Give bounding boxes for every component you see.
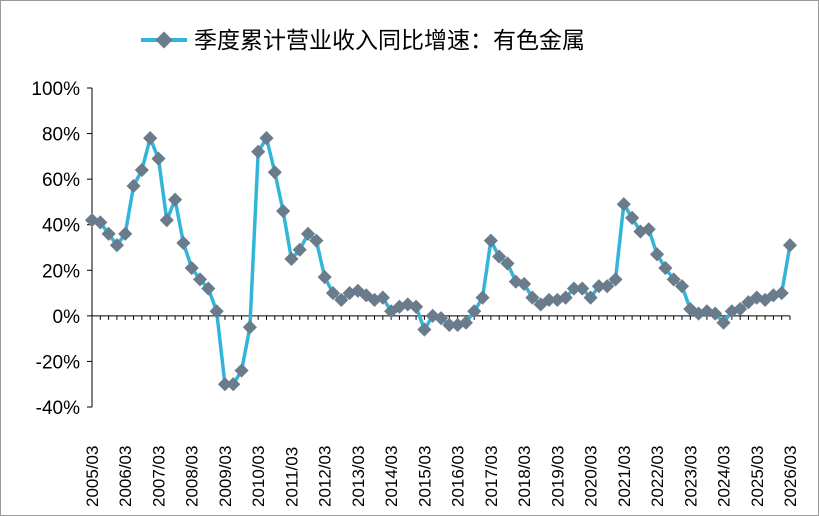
data-point <box>608 272 623 287</box>
x-tick-label: 2012/03 <box>316 446 335 507</box>
data-point <box>666 272 681 287</box>
data-point <box>782 238 798 253</box>
x-tick-label: 2023/03 <box>681 446 700 507</box>
data-point <box>226 377 241 392</box>
data-point <box>168 192 183 207</box>
data-point <box>309 233 324 248</box>
data-point <box>242 320 257 335</box>
x-tick-label: 2014/03 <box>382 446 401 507</box>
data-point <box>151 151 166 166</box>
data-point <box>300 226 316 241</box>
y-tick-label: -40% <box>36 398 80 419</box>
data-point <box>251 144 266 159</box>
x-tick-label: 2024/03 <box>715 446 734 507</box>
data-point <box>525 290 540 305</box>
data-point <box>483 233 498 248</box>
x-tick-label: 2006/03 <box>116 446 135 507</box>
data-point <box>93 215 108 230</box>
data-point <box>159 213 174 228</box>
data-point <box>442 317 457 333</box>
data-point <box>600 279 615 294</box>
plot-area <box>84 131 798 392</box>
x-tick-label: 2022/03 <box>648 446 667 507</box>
data-point <box>101 226 116 241</box>
data-point <box>583 290 598 305</box>
x-tick-label: 2020/03 <box>582 446 601 507</box>
data-point <box>433 311 449 326</box>
data-point <box>475 290 490 305</box>
y-tick-label: 0% <box>53 307 81 328</box>
data-point <box>541 292 557 307</box>
x-tick-label: 2017/03 <box>482 446 501 507</box>
legend-marker <box>155 31 173 49</box>
data-point <box>259 131 274 146</box>
data-point <box>143 131 158 146</box>
legend-label: 季度累计营业收入同比增速：有色金属 <box>194 28 585 54</box>
data-point <box>375 290 390 305</box>
series-line <box>91 136 792 386</box>
data-point <box>708 306 723 321</box>
data-point <box>566 281 582 296</box>
data-point <box>658 260 673 276</box>
x-tick-label: 2019/03 <box>548 446 567 507</box>
data-point <box>209 304 224 319</box>
data-point <box>591 279 606 294</box>
data-point <box>109 238 124 253</box>
x-tick-label: 2008/03 <box>183 446 202 507</box>
y-tick-label: 80% <box>42 125 80 146</box>
x-axis: 2005/03 2006/03 2007/03 2008/03 2009/03 2010/… <box>83 315 800 507</box>
x-tick-label: 2026/03 <box>781 446 800 507</box>
data-point <box>558 290 573 305</box>
data-point <box>184 260 199 276</box>
y-tick-label: 60% <box>42 170 80 191</box>
y-tick-label: 100% <box>31 79 80 100</box>
data-point <box>126 178 141 194</box>
data-point <box>492 249 507 264</box>
data-point <box>276 203 291 219</box>
y-tick-label: 20% <box>42 261 80 282</box>
x-tick-label: 2013/03 <box>349 446 368 507</box>
x-tick-label: 2011/03 <box>282 447 301 507</box>
data-point <box>192 272 208 287</box>
data-point <box>118 226 133 241</box>
data-point <box>267 165 282 180</box>
data-point <box>517 276 532 292</box>
x-tick-label: 2018/03 <box>515 446 534 507</box>
data-point <box>317 270 332 285</box>
data-point <box>649 247 665 262</box>
data-point <box>176 235 191 251</box>
legend: 季度累计营业收入同比增速：有色金属 <box>141 28 585 54</box>
data-point <box>284 251 299 266</box>
y-tick-label: -20% <box>36 352 80 373</box>
x-tick-label: 2010/03 <box>249 446 268 507</box>
data-point <box>134 162 149 178</box>
data-point <box>500 256 515 271</box>
x-tick-label: 2009/03 <box>216 446 235 507</box>
x-tick-label: 2015/03 <box>415 446 434 507</box>
y-axis: 100% 80% 60% 40% 20% 0% -20% -40% <box>31 79 93 419</box>
data-point <box>201 281 216 296</box>
x-tick-label: 2005/03 <box>83 446 102 507</box>
data-point <box>774 286 789 301</box>
x-tick-label: 2025/03 <box>748 446 767 507</box>
data-point <box>625 210 640 225</box>
data-point <box>292 242 307 257</box>
x-tick-label: 2021/03 <box>615 446 634 507</box>
x-tick-label: 2007/03 <box>149 446 168 507</box>
y-tick-label: 40% <box>42 216 80 237</box>
x-tick-label: 2016/03 <box>449 446 468 507</box>
